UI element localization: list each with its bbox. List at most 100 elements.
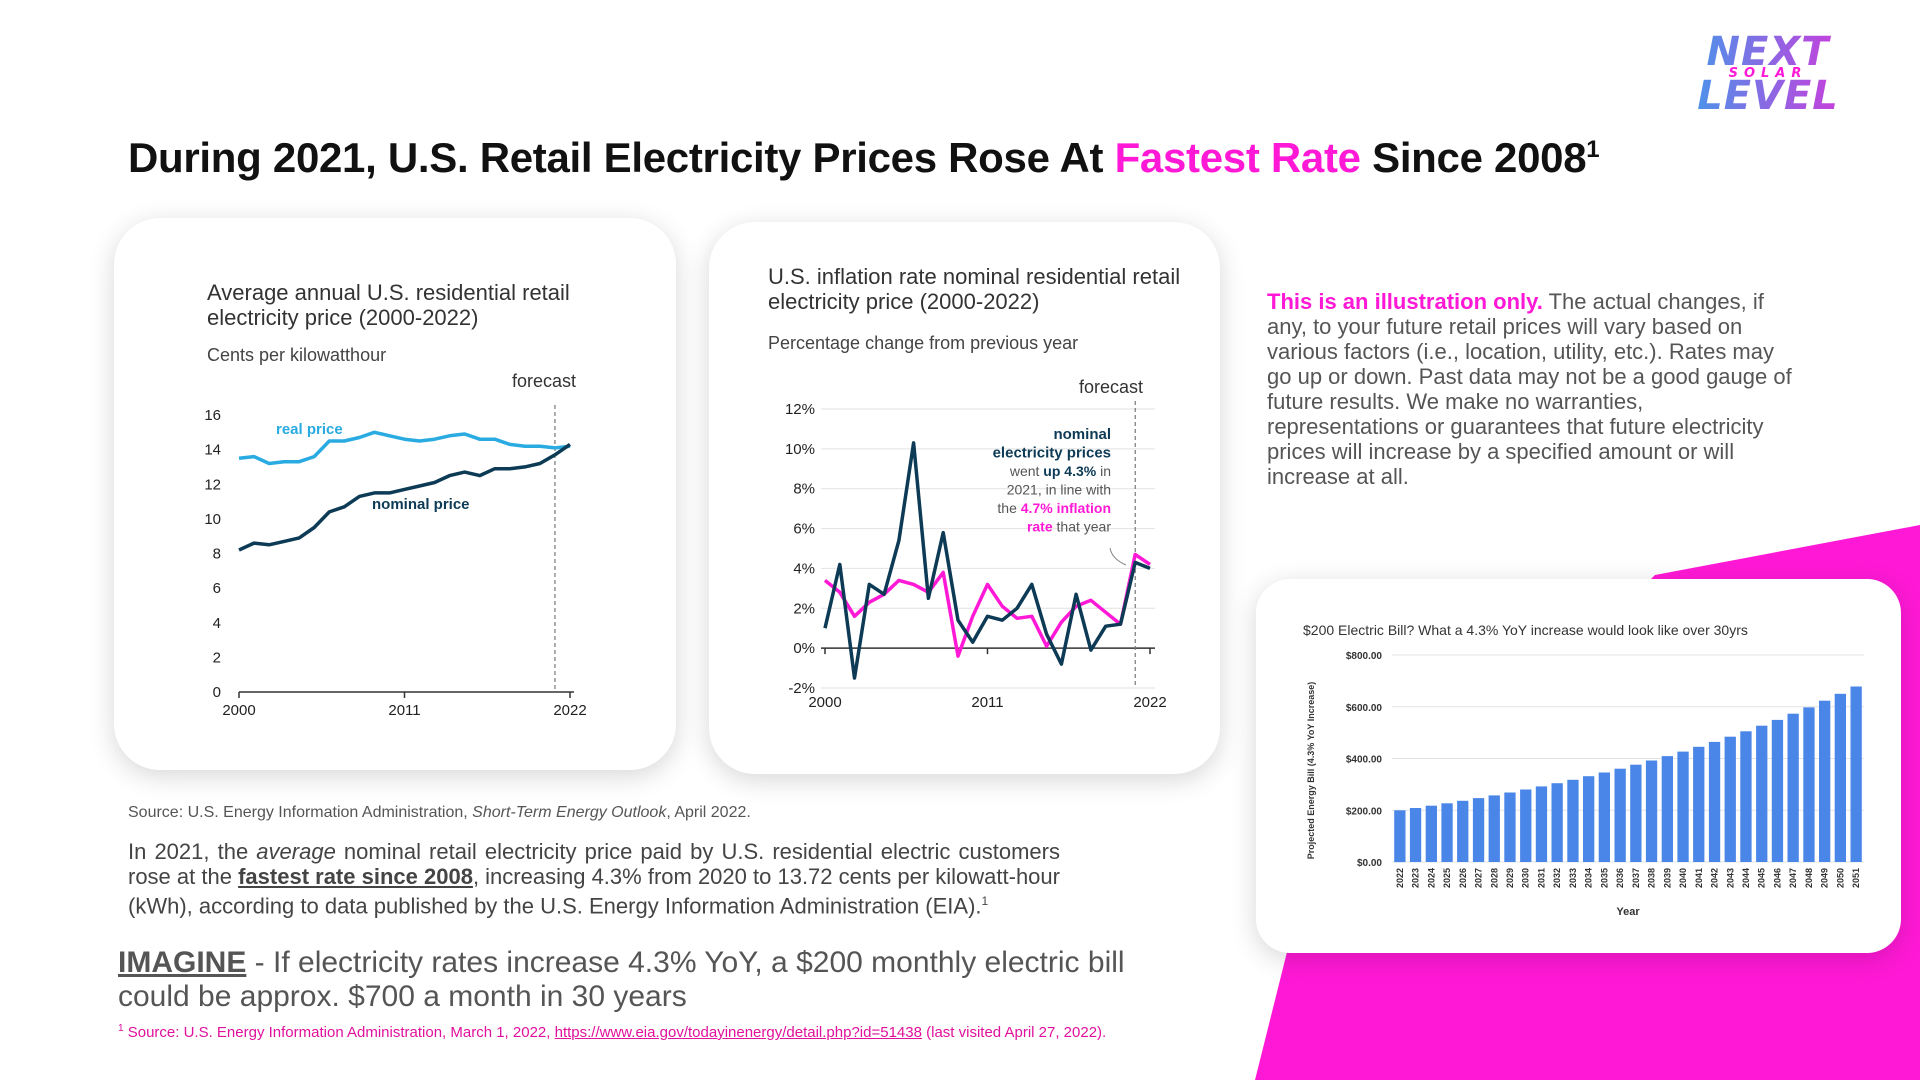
disclaimer: This is an illustration only. The actual… [1267,289,1795,489]
chart3-x-tick-label: 2051 [1851,868,1861,888]
chart3-x-tick-label: 2040 [1678,868,1688,888]
chart2-y-tick-label: 4% [793,560,815,577]
chart3-y-tick-label: $200.00 [1346,806,1383,817]
chart3-x-tick-label: 2046 [1773,868,1783,888]
chart1-y-tick-label: 14 [204,442,221,459]
chart2-y-tick-label: 0% [793,640,815,657]
chart3-x-axis-label: Year [1616,906,1640,918]
chart-card-price [114,218,676,770]
chart3-x-tick-label: 2050 [1835,868,1845,888]
source-em: Short-Term Energy Outlook [472,804,667,821]
chart3-bar [1488,795,1500,862]
chart1-forecast-label: forecast [512,371,577,391]
chart3-x-tick-label: 2033 [1568,868,1578,888]
chart1-title: Average annual U.S. residential retail e… [207,280,570,330]
chart3-x-tick-label: 2034 [1584,868,1594,888]
chart3-bar [1598,772,1610,862]
chart1-y-tick-label: 12 [204,476,221,493]
footnote-pre: Source: U.S. Energy Information Administ… [123,1024,555,1041]
chart3-y-tick-label: $600.00 [1346,703,1383,714]
chart3-bar [1457,800,1469,862]
para-p2: nominal retail electricity price paid by… [128,839,1060,889]
chart1-series-label: nominal price [372,496,470,513]
chart3-bar [1771,719,1784,862]
chart2-callout-span: that year [1053,519,1112,535]
chart2-x-tick-label: 2022 [1133,694,1166,711]
chart2-callout-span: rate [1027,519,1053,535]
chart3-x-tick-label: 2036 [1615,868,1625,888]
chart3-y-tick-label: $400.00 [1346,755,1383,766]
chart2-y-tick-label: 12% [785,401,815,418]
title-highlight: Fastest Rate [1114,134,1361,181]
chart3-bar [1693,746,1705,862]
para-p1: In 2021, the [128,839,257,864]
chart2-y-tick-label: -2% [788,680,815,697]
chart3-y-axis-label: Projected Energy Bill (4.3% YoY Increase… [1306,682,1316,860]
chart2-title: U.S. inflation rate nominal residential … [768,264,1181,314]
imagine-body: - If electricity rates increase 4.3% YoY… [118,946,1125,1013]
chart2-callout-line: went up 4.3% in [1009,463,1111,479]
chart2-callout-span: in [1096,463,1111,479]
chart3-x-tick-label: 2024 [1426,868,1436,888]
footnote-marker: 1 [118,1023,124,1034]
chart2-forecast-label: forecast [1079,377,1144,397]
chart3-bar [1583,776,1595,862]
footnote-post: (last visited April 27, 2022). [921,1024,1107,1041]
chart3-x-tick-label: 2035 [1599,868,1609,888]
chart3-bar [1803,707,1815,862]
chart1-y-tick-label: 0 [213,684,221,701]
chart1-series-line [238,442,571,552]
chart3-x-tick-label: 2026 [1458,868,1468,888]
disclaimer-lead: This is an illustration only. [1267,289,1543,314]
para-p3: , increasing 4.3% from 2020 to 13.72 cen… [128,864,1060,919]
title-footnote-marker: 1 [1586,136,1600,163]
chart3-x-tick-label: 2043 [1725,868,1735,888]
chart3-bar [1834,693,1846,862]
chart3-bar [1504,792,1516,862]
chart2-callout-span: 4.7% inflation [1021,500,1111,516]
chart3-bar [1708,741,1721,862]
chart2-callout-span: went [1009,463,1043,479]
chart1-subtitle: Cents per kilowatthour [207,345,387,365]
chart1-series-line [238,430,571,466]
footnote-link[interactable]: https://www.eia.gov/todayinenergy/detail… [554,1024,922,1041]
chart3-x-tick-label: 2039 [1662,868,1672,888]
source-post: , April 2022. [666,804,751,821]
para-footnote-marker: 1 [981,894,989,908]
chart2-callout-line: rate that year [1027,519,1111,535]
chart2-x-tick-label: 2000 [808,694,841,711]
chart1-y-tick-label: 6 [213,580,221,597]
chart3-x-tick-label: 2045 [1757,868,1767,888]
brand-logo: NEXT LEVEL [1632,30,1904,118]
chart2-y-tick-label: 2% [793,600,815,617]
chart1-x-tick-label: 2011 [388,702,420,719]
chart3-x-tick-label: 2041 [1694,868,1704,888]
source-line: Source: U.S. Energy Information Administ… [128,804,751,822]
chart3-y-tick-label: $0.00 [1357,858,1382,869]
chart2-callout-span: up 4.3% [1043,463,1096,479]
chart2-series-line [823,552,1151,658]
chart3-bar [1661,756,1673,862]
chart1-y-tick-label: 10 [204,511,221,528]
para-underline: fastest rate since 2008 [238,864,473,889]
chart2-y-tick-label: 6% [793,521,815,538]
disclaimer-body: The actual changes, if any, to your futu… [1267,289,1792,489]
chart1-y-tick-label: 4 [213,615,221,632]
chart3-x-tick-label: 2029 [1505,868,1515,888]
chart3-bar [1630,764,1642,862]
chart3-x-tick-label: 2049 [1820,868,1830,888]
chart3-bar [1614,768,1626,862]
chart1-y-tick-label: 2 [213,649,221,666]
chart1-y-tick-label: 8 [213,546,221,563]
chart3-bar [1520,789,1532,862]
chart2-plot: -2% 0% 2% 4% 6% 8% 10% 12% 2000 2011 2022 nominal el… [785,401,1167,711]
chart2-callout-line: the 4.7% inflation [997,500,1111,516]
para-em: average [256,839,336,864]
chart2-series-line [823,441,1151,680]
chart3-x-tick-label: 2031 [1537,868,1547,888]
chart3-bar [1740,731,1752,862]
chart3-bar [1441,803,1453,862]
chart3-bar [1409,808,1422,862]
chart3-x-tick-label: 2025 [1442,868,1452,888]
chart2-callout-pointer [1109,547,1127,566]
